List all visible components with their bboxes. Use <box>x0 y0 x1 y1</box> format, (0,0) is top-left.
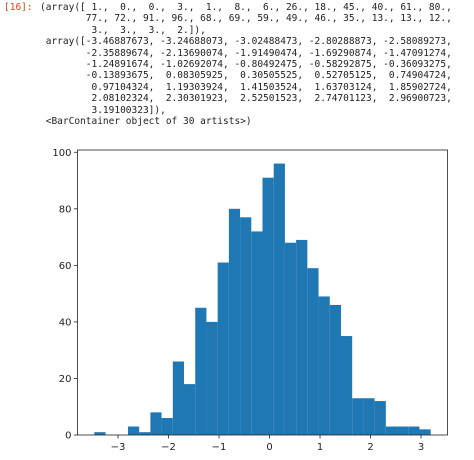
output-line: 2.08102324, 2.30301923, 2.52501523, 2.74… <box>40 93 452 105</box>
bar <box>240 217 252 435</box>
output-line: 0.97104324, 1.19303924, 1.41503524, 1.63… <box>40 81 452 93</box>
bar <box>296 239 308 435</box>
x-tick-label: 3 <box>418 442 424 453</box>
bar <box>273 163 285 436</box>
x-tick-label: 1 <box>317 442 323 453</box>
output-line: 77., 72., 91., 96., 68., 69., 59., 49., … <box>40 13 452 25</box>
x-tick-label: 0 <box>266 442 272 453</box>
bar <box>374 401 386 435</box>
bar <box>329 304 341 435</box>
bar <box>195 307 207 435</box>
plot-frame <box>77 149 448 436</box>
bar <box>318 296 330 435</box>
bar <box>397 426 409 435</box>
bar <box>127 426 140 435</box>
output-line: (array([ 1., 0., 0., 3., 1., 8., 6., 26.… <box>40 2 452 13</box>
output-line: -1.24891674, -1.02692074, -0.80492475, -… <box>40 59 452 71</box>
bar <box>228 208 241 435</box>
x-tick-label: −2 <box>161 442 176 453</box>
y-tick-label: 20 <box>59 374 72 385</box>
bar <box>172 361 185 435</box>
output-line: -0.13893675, 0.08305925, 0.30505525, 0.5… <box>40 70 452 82</box>
bar <box>363 398 375 435</box>
bar <box>262 177 274 436</box>
output-line: <BarContainer object of 30 artists>) <box>40 116 252 128</box>
output-line: -2.35889674, -2.13690074, -1.91490474, -… <box>40 47 452 59</box>
output-line: 3.19100323]), <box>40 104 166 116</box>
bar <box>352 398 364 435</box>
bar <box>340 336 353 435</box>
bar <box>206 321 218 435</box>
y-tick-label: 100 <box>52 148 71 159</box>
bar <box>385 426 398 435</box>
bar <box>150 412 162 435</box>
bar <box>217 262 229 435</box>
bar <box>161 418 173 435</box>
y-tick-label: 80 <box>59 204 72 215</box>
bar <box>94 432 106 435</box>
bar <box>408 426 420 435</box>
cell-output: (array([ 1., 0., 0., 3., 1., 8., 6., 26.… <box>40 2 452 127</box>
x-tick-label: −3 <box>111 442 126 453</box>
bar <box>307 268 319 435</box>
bar <box>139 432 151 435</box>
y-tick-label: 0 <box>65 431 71 442</box>
bar <box>284 242 297 435</box>
y-tick-label: 60 <box>59 261 72 272</box>
bar <box>184 384 196 435</box>
x-tick-label: 2 <box>367 442 373 453</box>
y-tick-label: 40 <box>59 317 72 328</box>
output-line: 3., 3., 3., 2.]), <box>40 24 206 36</box>
bar <box>419 429 431 435</box>
cell-prompt: [16]: <box>4 2 33 13</box>
output-line: array([-3.46887673, -3.24688073, -3.0248… <box>40 36 452 48</box>
x-tick-label: −1 <box>212 442 227 453</box>
bar <box>251 231 263 435</box>
